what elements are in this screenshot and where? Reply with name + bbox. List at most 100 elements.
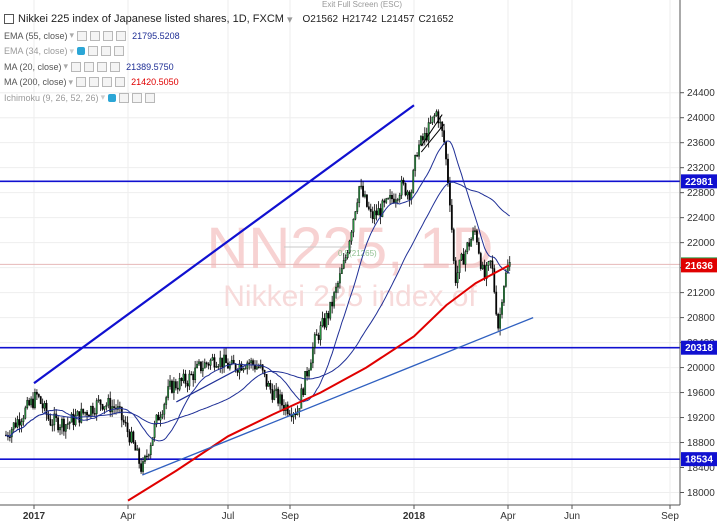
hidden-eye-icon[interactable] (108, 93, 117, 102)
indicator-row-ema34[interactable]: EMA (34, close) ▾ (4, 44, 454, 60)
chevron-down-icon[interactable]: ▾ (68, 76, 74, 87)
candle-body (70, 413, 73, 423)
candle-body (211, 357, 214, 361)
settings-icon[interactable] (90, 30, 101, 41)
settings-icon[interactable] (89, 77, 100, 88)
settings-icon[interactable] (88, 46, 99, 57)
candle-body (433, 115, 436, 118)
close-icon[interactable] (132, 92, 143, 103)
candle-body (279, 394, 281, 404)
x-tick-label: Sep (281, 511, 299, 522)
chevron-down-icon[interactable]: ▾ (69, 30, 75, 41)
chevron-down-icon[interactable]: ▾ (63, 61, 69, 72)
indicator-name: EMA (34, close) (4, 46, 68, 57)
candle-body (499, 314, 501, 329)
candle-body (302, 388, 305, 396)
candle-body (421, 136, 424, 141)
more-icon[interactable] (115, 77, 126, 88)
candle-body (201, 367, 204, 372)
close-icon[interactable] (101, 46, 112, 57)
candle-body (213, 357, 216, 368)
candle-body (504, 272, 507, 287)
candle-body (205, 362, 208, 365)
more-icon[interactable] (116, 30, 127, 41)
candle-body (323, 318, 326, 328)
candle-body (250, 360, 253, 364)
indicator-row-ichimoku[interactable]: Ichimoku (9, 26, 52, 26) ▾ (4, 90, 454, 106)
candle-body (18, 419, 21, 426)
settings-icon[interactable] (84, 61, 95, 72)
exit-full-screen-label[interactable]: Exit Full Screen (ESC) (322, 0, 403, 9)
y-tick-label: 19200 (687, 413, 715, 424)
indicator-value: 21420.5050 (131, 77, 179, 88)
candle-body (470, 239, 473, 247)
candle-body (418, 144, 420, 157)
candle-body (63, 418, 65, 432)
candle-body (28, 400, 31, 406)
chevron-down-icon[interactable]: ▾ (69, 45, 75, 56)
y-tick-label: 23600 (687, 138, 715, 149)
candle-body (74, 415, 77, 426)
more-icon[interactable] (145, 92, 156, 103)
candle-body (126, 422, 129, 433)
candle-body (122, 419, 125, 423)
close-icon[interactable] (103, 30, 114, 41)
eye-icon[interactable] (76, 77, 87, 88)
more-icon[interactable] (114, 46, 125, 57)
candle-body (300, 388, 303, 409)
y-tick-label: 19600 (687, 388, 715, 399)
candle-body (20, 421, 23, 426)
candle-body (145, 455, 148, 458)
candle-body (503, 286, 505, 303)
eye-icon[interactable] (77, 30, 88, 41)
candle-body (308, 369, 310, 377)
candle-body (364, 194, 366, 197)
settings-icon[interactable] (119, 92, 130, 103)
candle-body (491, 260, 494, 269)
candle-body (93, 413, 96, 415)
close-icon[interactable] (97, 61, 108, 72)
chevron-down-icon[interactable]: ▾ (100, 92, 106, 103)
eye-icon[interactable] (71, 61, 82, 72)
candle-body (184, 373, 187, 384)
candle-body (68, 422, 71, 424)
candle-body (477, 242, 480, 254)
y-tick-label: 18000 (687, 488, 715, 499)
candle-body (360, 185, 363, 188)
more-icon[interactable] (110, 61, 121, 72)
candle-body (188, 373, 191, 387)
candle-body (350, 231, 353, 242)
candle-body (248, 362, 251, 365)
candle-body (66, 423, 69, 425)
close-icon[interactable] (102, 77, 113, 88)
hidden-eye-icon[interactable] (77, 47, 86, 56)
indicator-row-ema55[interactable]: EMA (55, close) ▾ 21795.5208 (4, 28, 454, 44)
candle-body (310, 362, 312, 371)
candle-body (45, 402, 48, 415)
candle-body (317, 334, 320, 341)
candle-body (221, 357, 224, 368)
x-tick-label: Jul (222, 511, 235, 522)
indicator-name: MA (200, close) (4, 77, 67, 88)
y-tick-label: 22000 (687, 238, 715, 249)
indicator-row-ma200[interactable]: MA (200, close) ▾ 21420.5050 (4, 75, 454, 91)
candle-body (124, 421, 127, 424)
candle-body (149, 445, 152, 456)
symbol-menu-chevron-icon[interactable]: ▾ (286, 13, 293, 26)
ma-20-line (5, 140, 510, 442)
candle-body (16, 419, 19, 428)
y-tick-label: 20000 (687, 363, 715, 374)
collapse-icon[interactable] (4, 14, 14, 24)
x-tick-label: Jun (564, 511, 580, 522)
candle-body (86, 411, 88, 416)
indicator-row-ma20[interactable]: MA (20, close) ▾ 21389.5750 (4, 59, 454, 75)
candle-body (203, 362, 206, 369)
candle-body (381, 200, 384, 217)
candle-body (367, 206, 370, 210)
wedge-line-lower (420, 123, 445, 153)
candle-body (267, 383, 270, 387)
candle-body (483, 264, 486, 280)
candle-body (358, 186, 361, 203)
